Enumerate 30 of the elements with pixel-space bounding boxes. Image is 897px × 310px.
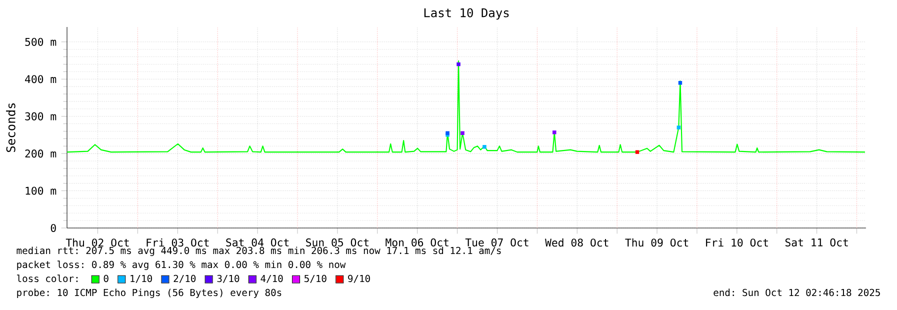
x-tick-label: Fri 10 Oct [706,238,768,247]
y-tick-label: 300 m [25,112,56,120]
legend-label: 3/10 [217,274,240,283]
legend-label: 5/10 [304,274,326,283]
x-tick-label: Sat 04 Oct [226,238,289,246]
x-tick-label: Mon 06 Oct [386,238,448,246]
legend-label: 0 [104,274,108,282]
chart-title: Last 10 Days [424,8,509,20]
text: median rtt: 207.5 ms avg 449.0 ms max 203.8 ms min 206.3 ms now 17.1 ms sd 12.1 am/s [16,246,501,256]
text: probe: 10 ICMP Echo Pings (56 Bytes) every 80s [17,288,282,298]
x-tick-label: Thu 02 Oct [66,238,129,247]
y-axis-title: Seconds [6,103,16,152]
legend-label: 9/10 [348,274,370,283]
x-tick-label: Sun 05 Oct [306,238,368,246]
text: packet loss: 0.89 % avg 61.30 % max 0.00 % min 0.00 % now [17,260,346,270]
y-tick-label: 200 m [25,150,56,158]
text: end: Sun Oct 12 02:46:18 2025 [714,288,880,296]
legend-label: 2/10 [174,274,196,283]
legend-label: 4/10 [260,274,283,283]
x-tick-label: Wed 08 Oct [545,238,608,247]
legend-label: 1/10 [130,274,152,283]
y-tick-label: 0 [50,224,56,232]
y-tick-label: 100 m [26,186,56,195]
y-tick-label: 500 m [25,38,56,46]
legend-title: loss color: [17,274,78,282]
y-tick-label: 400 m [25,75,56,84]
x-tick-label: Fri 03 Oct [146,238,209,247]
x-tick-label: Tue 07 Oct [465,238,528,246]
x-tick-label: Thu 09 Oct [625,238,688,247]
x-tick-label: Sat 11 Oct [785,238,848,246]
